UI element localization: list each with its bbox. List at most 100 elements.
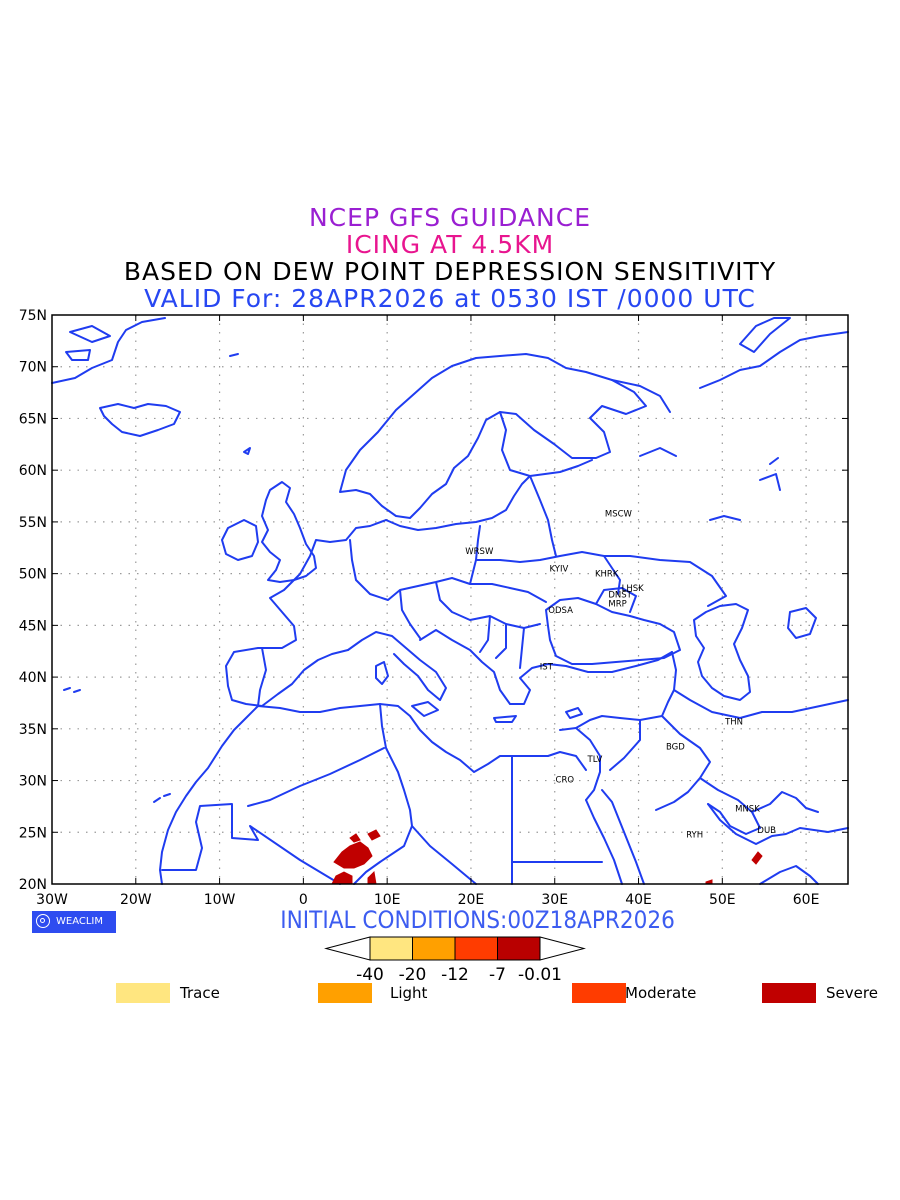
north-africa-coast [159,703,587,885]
aral-sea [787,607,817,639]
legend-label-trace: Trace [180,984,220,1002]
azores [63,687,81,693]
lat-tick-label: 45N [19,618,47,634]
urals-rivers [709,457,781,521]
station-label: THN [724,718,743,728]
station-label: BGD [666,742,685,752]
title-line-3: BASED ON DEW POINT DEPRESSION SENSITIVIT… [123,257,777,286]
icing-patch-algeria-small [349,829,381,843]
title-line-1: NCEP GFS GUIDANCE [308,203,591,232]
lon-tick-label: 50E [709,892,736,908]
svalbard-coast [229,353,239,357]
lon-tick-label: 20E [458,892,485,908]
sardinia-corsica [375,661,389,685]
iberia-borders [257,647,267,707]
gulf-coast [707,791,849,845]
levant-coast [575,727,601,801]
initial-conditions: INITIAL CONDITIONS:00Z18APR2026 [280,906,675,934]
lat-tick-label: 50N [19,567,47,583]
colorbar-segment [412,936,456,961]
lat-tick-label: 70N [19,360,47,376]
cyprus [565,707,583,719]
lon-tick-label: 10E [374,892,401,908]
colorbar-right-arrow [539,936,586,961]
lon-tick-label: 0 [299,892,308,908]
colorbar-left-arrow [324,936,371,961]
station-label: DNST [608,590,632,600]
weaclim-badge: WEACLIM [32,911,116,933]
novaya-zemlya [739,317,791,353]
lon-tick-label: 30E [541,892,568,908]
europe-west-coast [225,519,387,707]
azov-coast [595,587,637,613]
legend-swatch-light [318,983,372,1003]
baltic-coast [385,475,531,531]
crete [493,715,517,723]
caspian-coast [693,603,751,701]
africa-borders [161,703,603,885]
lon-tick-label: 20W [120,892,152,908]
faroe-islands [243,447,251,455]
graticule-grid [52,315,848,884]
asia-north-coast [639,331,849,457]
map-frame [51,314,849,885]
station-label: DUB [757,826,776,836]
mediterranean-north-coast [347,629,673,705]
station-label: MRP [608,600,626,610]
colorbar-segment [497,936,541,961]
legend-label-light: Light [390,984,428,1002]
legend-swatch-severe [762,983,816,1003]
station-label: KYIV [550,564,569,574]
station-label: CRO [556,776,575,786]
kola-coast [611,379,671,413]
coastlines-and-borders [51,317,849,885]
legend-label-moderate: Moderate [625,984,697,1002]
canary-islands [153,793,171,803]
greenland-islands [65,325,111,361]
colorbar-tick-label: -20 [399,965,427,985]
station-label: RYH [686,830,703,840]
lat-tick-label: 60N [19,463,47,479]
norway-sweden-coast [339,353,647,519]
valid-time-line: VALID For: 28APR2026 at 0530 IST /0000 U… [144,284,756,313]
arabia-south [759,865,819,885]
ireland-coast [221,519,259,561]
iceland-coast [99,403,181,437]
station-label: MSCW [605,510,633,520]
weaclim-logo-icon [36,914,50,928]
lon-tick-label: 10W [204,892,236,908]
lat-tick-label: 65N [19,411,47,427]
europe-borders [349,475,727,669]
icing-patch-niger [367,870,377,885]
colorbar-tick-label: -40 [356,965,384,985]
colorbar-tick-label: -0.01 [518,965,562,985]
title-line-2: ICING AT 4.5KM [345,230,555,259]
colorbar: -40 -20 -12 -7 -0.01 [324,936,586,985]
lat-tick-label: 35N [19,722,47,738]
greenland-coast [51,317,166,384]
station-label: KHRK [595,570,619,580]
legend-swatch-trace [116,983,170,1003]
lat-tick-label: 55N [19,515,47,531]
station-label: LHSK [622,584,645,594]
turkey-middle-east-borders [559,651,849,835]
colorbar-tick-label: -7 [489,965,506,985]
colorbar-segment [454,936,498,961]
lat-tick-label: 20N [19,877,47,893]
red-sea-coast [585,789,645,885]
lon-tick-label: 30W [36,892,68,908]
station-label: ODSA [548,606,573,616]
colorbar-tick-label: -12 [441,965,469,985]
icing-patch-algeria [333,841,373,869]
legend-swatch-moderate [572,983,626,1003]
station-label: WRSW [465,547,494,557]
legend-label-severe: Severe [826,984,878,1002]
lon-tick-label: 40E [625,892,652,908]
lat-tick-label: 30N [19,774,47,790]
station-label: MNSK [735,804,760,814]
station-label: IST [540,663,554,673]
station-label: TLV [587,755,603,765]
